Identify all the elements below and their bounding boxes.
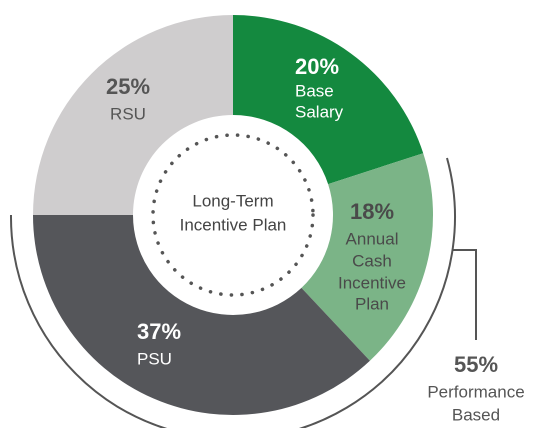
value-label: 18% <box>350 199 394 224</box>
bracket-leader <box>452 249 477 340</box>
bracket-arc <box>9 157 456 428</box>
category-label: Plan <box>355 294 389 313</box>
segment <box>32 215 370 415</box>
category-label: Cash <box>352 251 392 270</box>
annotation-text: Performance <box>427 382 524 401</box>
dotted-ring <box>151 133 315 297</box>
category-label: Incentive <box>338 273 406 292</box>
annotation-text: Based <box>452 405 500 424</box>
category-label: Annual <box>346 229 399 248</box>
category-label: RSU <box>110 104 146 123</box>
center-label: Long-Term <box>192 191 273 210</box>
category-label: Salary <box>295 102 344 121</box>
segment <box>301 153 434 361</box>
category-label: Base <box>295 81 334 100</box>
center-label: Incentive Plan <box>180 215 287 234</box>
value-label: 37% <box>137 319 181 344</box>
segment <box>233 15 424 185</box>
donut <box>32 15 434 415</box>
value-label: 25% <box>106 74 150 99</box>
value-label: 20% <box>295 54 339 79</box>
segment <box>33 15 233 215</box>
category-label: PSU <box>137 349 172 368</box>
annotation-value: 55% <box>454 352 498 377</box>
